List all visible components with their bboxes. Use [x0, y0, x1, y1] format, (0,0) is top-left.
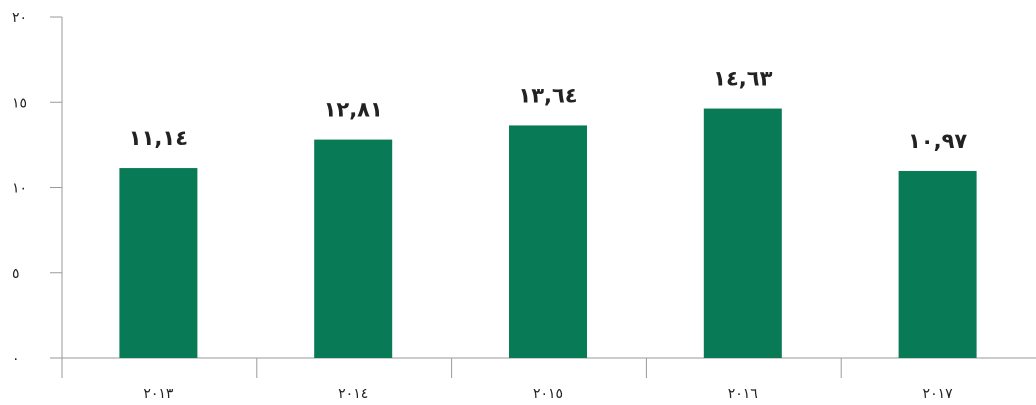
x-tick-label: ٢٠١٥ [533, 386, 563, 402]
y-tick-label: ٥ [12, 266, 20, 282]
y-tick-label: ٠ [12, 351, 20, 367]
y-tick-label: ١٠ [12, 181, 27, 197]
chart-labels: ٠ ٥ ١٠ ١٥ ٢٠ ١١,١٤ ٢٠١٣ ١٢,٨١ ٢٠١٤ ١٣,٦٤ ٢٠١٥ ١٤,٦٣… [12, 10, 967, 402]
x-tick-label: ٢٠١٣ [143, 386, 174, 402]
data-label: ١٢,٨١ [324, 98, 383, 122]
x-tick-label: ٢٠١٧ [923, 386, 954, 402]
bar [509, 125, 587, 358]
y-tick-label: ٢٠ [12, 10, 27, 26]
data-label: ١٤,٦٣ [713, 67, 772, 91]
bar [898, 170, 977, 358]
data-label: ١٠,٩٧ [908, 129, 967, 153]
chart-bars [119, 108, 977, 358]
data-label: ١٣,٦٤ [518, 83, 577, 107]
x-tick-label: ٢٠١٤ [338, 386, 368, 402]
bar [703, 108, 782, 358]
x-tick-label: ٢٠١٦ [728, 386, 758, 402]
y-tick-label: ١٥ [12, 95, 27, 111]
bar [314, 139, 393, 358]
data-label: ١١,١٤ [129, 126, 188, 150]
bar [119, 168, 198, 358]
